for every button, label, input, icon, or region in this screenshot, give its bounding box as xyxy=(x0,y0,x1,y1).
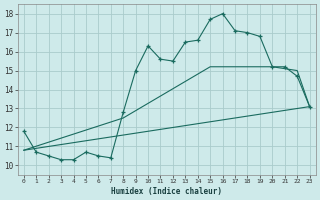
X-axis label: Humidex (Indice chaleur): Humidex (Indice chaleur) xyxy=(111,187,222,196)
